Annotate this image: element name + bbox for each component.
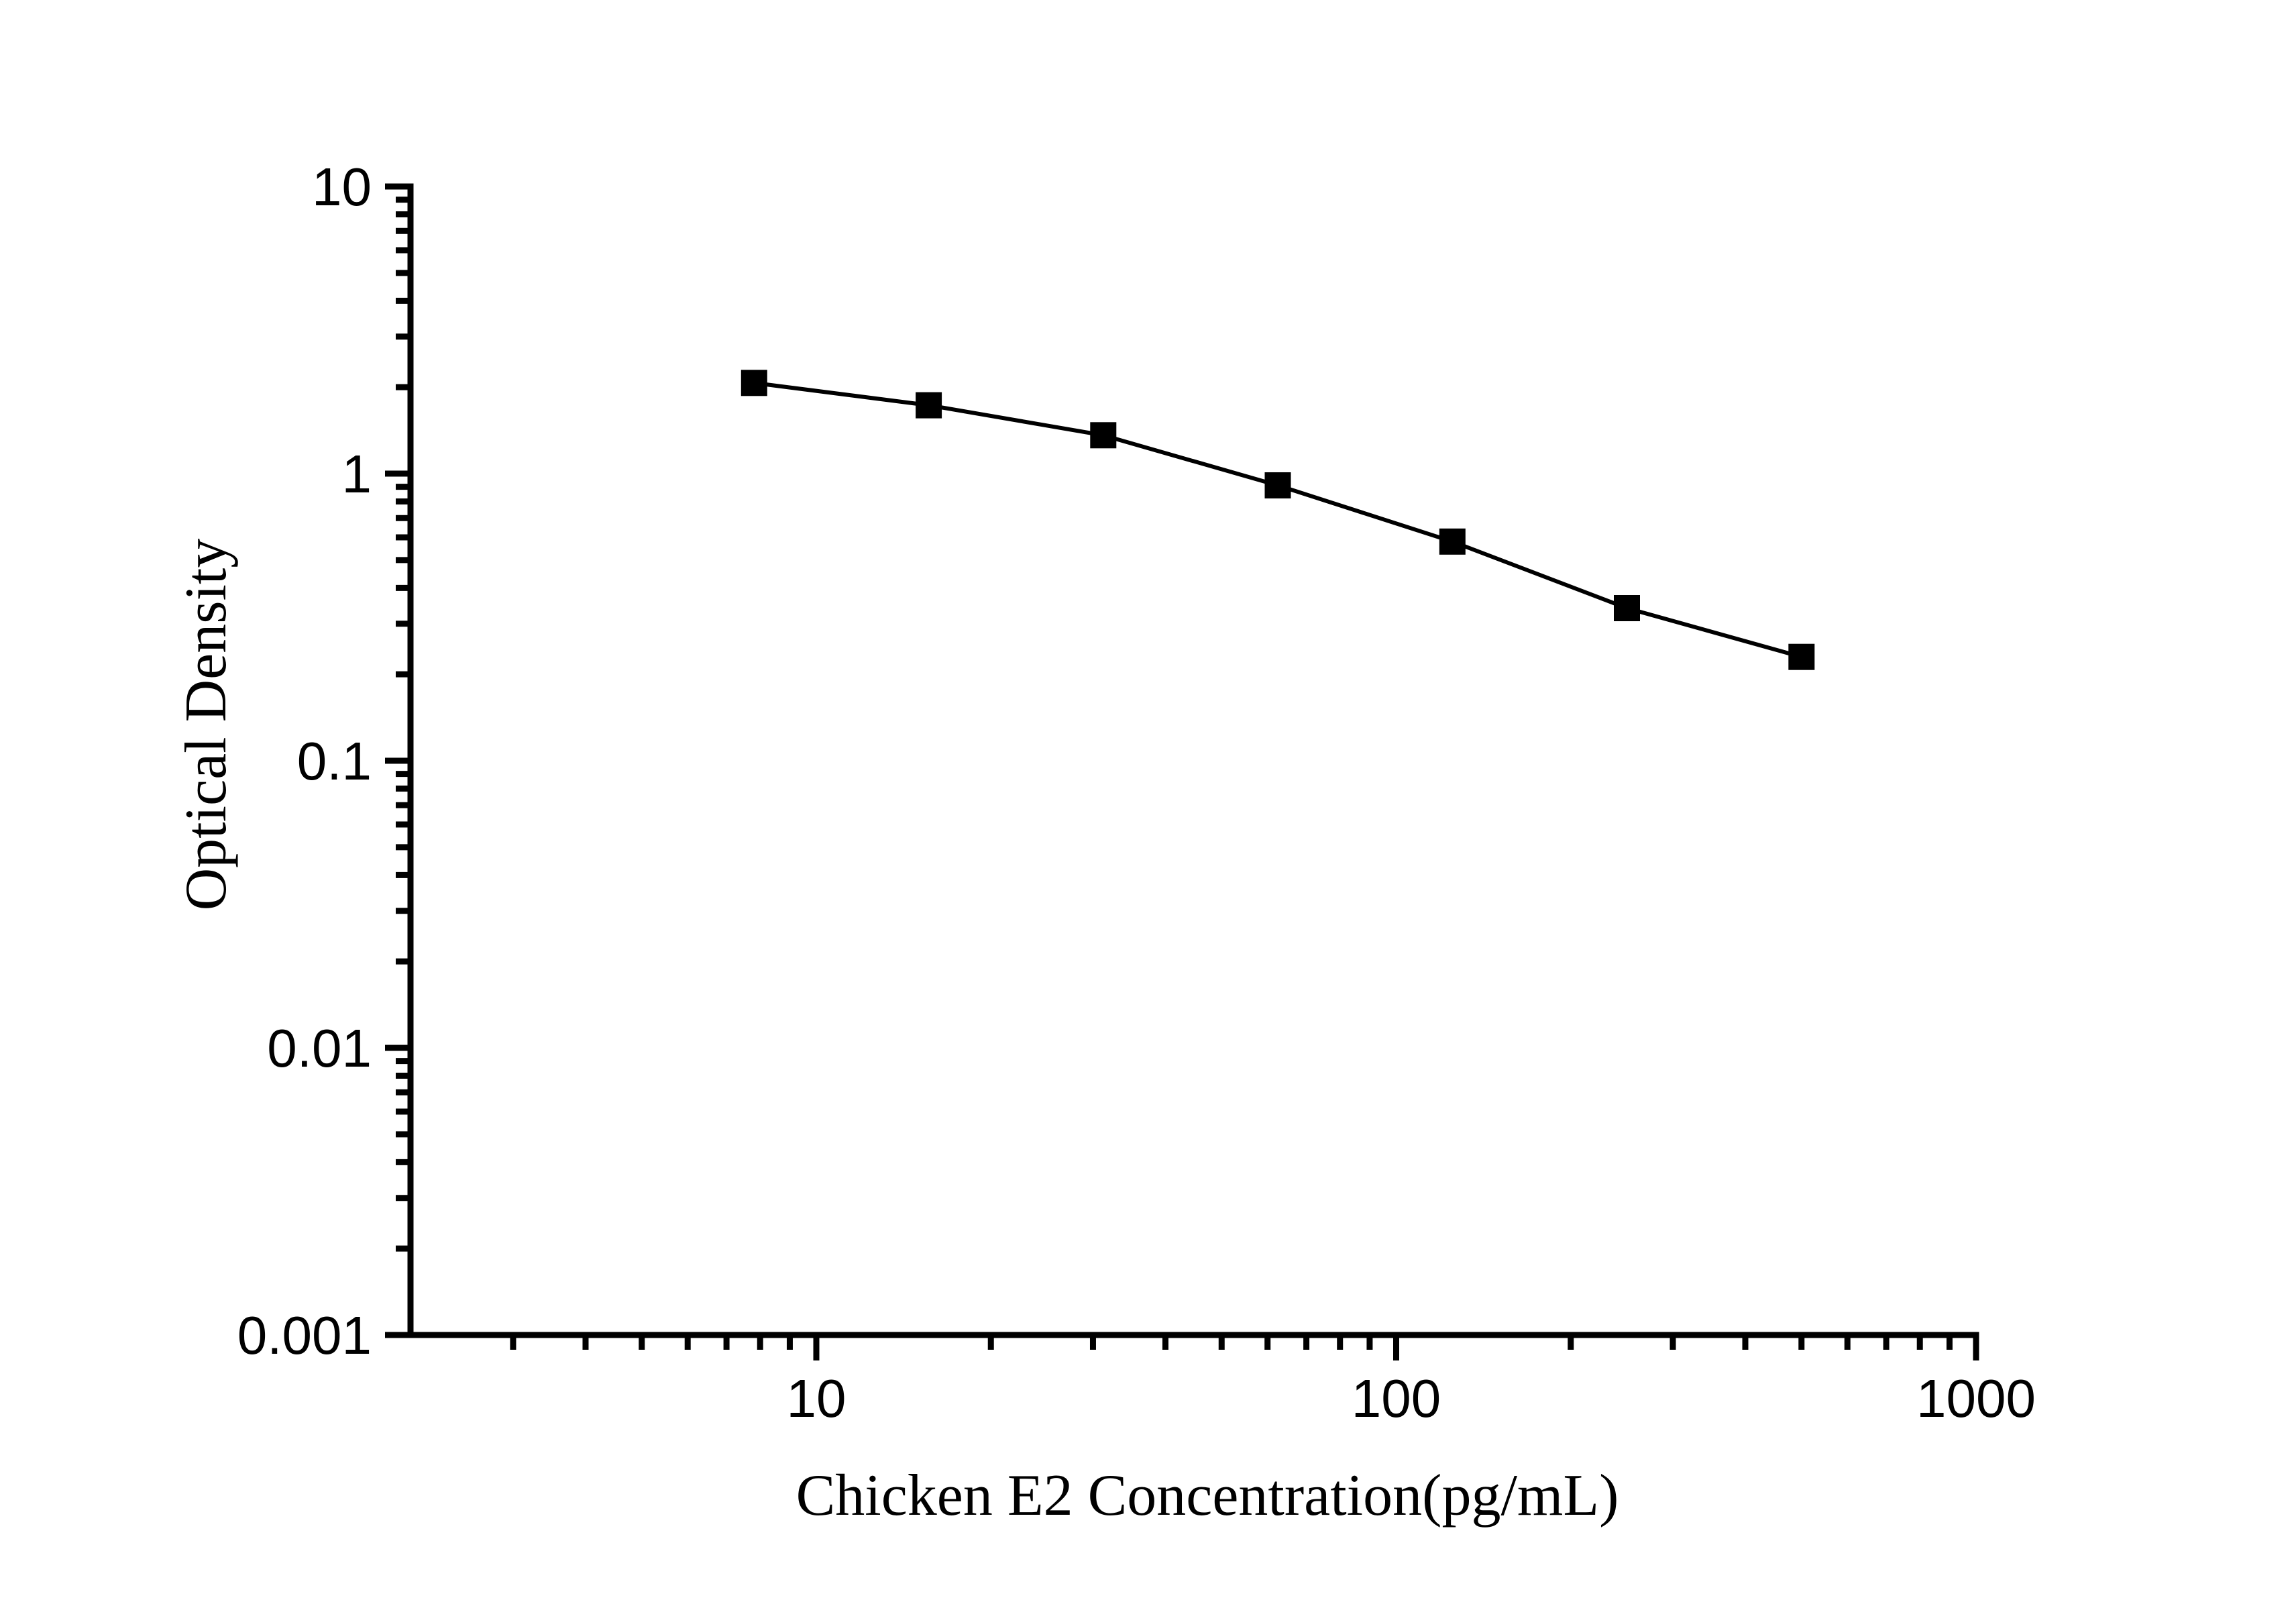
x-tick-label: 100: [1352, 1369, 1441, 1428]
data-point-marker: [1439, 528, 1466, 555]
x-axis-title: Chicken E2 Concentration(pg/mL): [796, 1463, 1619, 1528]
data-point-marker: [1614, 595, 1640, 621]
data-point-marker: [741, 370, 767, 396]
x-tick-label: 1000: [1916, 1369, 2036, 1428]
x-tick-label: 10: [787, 1369, 846, 1428]
data-point-marker: [1788, 643, 1815, 670]
y-tick-label: 0.01: [267, 1018, 372, 1078]
y-axis-title: Optical Density: [174, 538, 239, 911]
y-tick-label: 0.001: [237, 1305, 372, 1365]
data-point-marker: [916, 392, 942, 419]
y-tick-label: 10: [312, 157, 372, 217]
data-point-marker: [1264, 472, 1291, 498]
series-line: [753, 380, 1802, 659]
y-tick-label: 0.1: [297, 731, 372, 791]
y-tick-label: 1: [342, 444, 372, 504]
data-point-marker: [1090, 422, 1117, 449]
